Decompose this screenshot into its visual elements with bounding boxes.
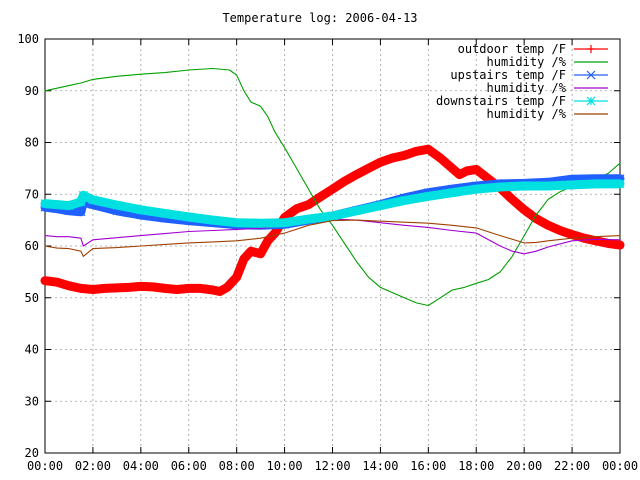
legend-item: humidity /%: [487, 81, 608, 95]
legend-item: humidity /%: [487, 55, 608, 69]
y-tick-label: 20: [25, 446, 39, 460]
series-layer: [40, 67, 625, 307]
legend-item: outdoor temp /F: [458, 42, 608, 56]
legend-item: humidity /%: [487, 107, 608, 121]
x-tick-label: 14:00: [362, 459, 398, 473]
x-tick-label: 16:00: [410, 459, 446, 473]
y-tick-label: 70: [25, 187, 39, 201]
x-tick-label: 18:00: [458, 459, 494, 473]
series-4: [40, 179, 625, 228]
legend-label: humidity /%: [487, 81, 567, 95]
y-tick-label: 40: [25, 343, 39, 357]
chart-title: Temperature log: 2006-04-13: [222, 11, 417, 25]
y-tick-label: 90: [25, 84, 39, 98]
legend-label: downstairs temp /F: [436, 94, 566, 108]
legend-label: upstairs temp /F: [450, 68, 566, 82]
series-line: [44, 67, 621, 307]
x-tick-label: 02:00: [75, 459, 111, 473]
x-tick-label: 10:00: [267, 459, 303, 473]
series-line: [44, 219, 621, 257]
x-tick-label: 00:00: [27, 459, 63, 473]
legend-label: humidity /%: [487, 55, 567, 69]
y-tick-label: 50: [25, 291, 39, 305]
y-tick-label: 80: [25, 136, 39, 150]
x-tick-label: 08:00: [219, 459, 255, 473]
y-tick-label: 30: [25, 394, 39, 408]
x-tick-label: 06:00: [171, 459, 207, 473]
x-tick-label: 22:00: [554, 459, 590, 473]
legend-label: outdoor temp /F: [458, 42, 566, 56]
legend-item: downstairs temp /F: [436, 94, 608, 108]
legend-label: humidity /%: [487, 107, 567, 121]
x-tick-label: 00:00: [602, 459, 638, 473]
legend-item: upstairs temp /F: [450, 68, 608, 82]
series-line: [40, 179, 625, 228]
x-tick-label: 12:00: [314, 459, 350, 473]
series-1: [44, 67, 621, 307]
x-tick-label: 20:00: [506, 459, 542, 473]
series-5: [44, 219, 621, 257]
x-tick-label: 04:00: [123, 459, 159, 473]
y-tick-label: 100: [17, 32, 39, 46]
y-tick-label: 60: [25, 239, 39, 253]
